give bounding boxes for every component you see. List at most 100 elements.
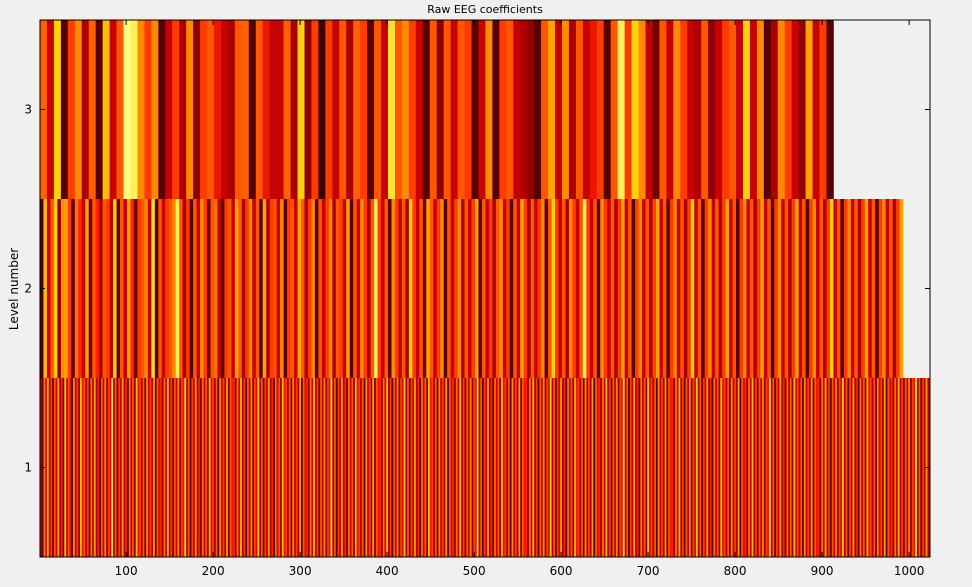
heatmap-cell — [194, 378, 197, 557]
heatmap-cell — [269, 378, 272, 557]
heatmap-cell — [278, 378, 281, 557]
heatmap-cell — [565, 378, 568, 557]
heatmap-cell — [247, 378, 250, 557]
heatmap-cell — [201, 378, 204, 557]
heatmap-cell — [492, 199, 497, 378]
heatmap-cell — [88, 20, 97, 199]
heatmap-cell — [287, 199, 291, 378]
heatmap-cell — [735, 199, 740, 378]
heatmap-cell — [149, 378, 152, 557]
heatmap-cell — [165, 20, 173, 199]
heatmap-cell — [389, 378, 392, 557]
heatmap-cell — [673, 378, 676, 557]
heatmap-cell — [678, 378, 681, 557]
heatmap-cell — [495, 199, 500, 378]
heatmap-cell — [123, 378, 126, 557]
heatmap-cell — [836, 378, 839, 557]
heatmap-cell — [262, 378, 265, 557]
heatmap-cell — [114, 378, 117, 557]
heatmap-cell — [723, 378, 726, 557]
heatmap-cell — [643, 378, 646, 557]
heatmap-cell — [878, 378, 881, 557]
heatmap-cell — [245, 199, 250, 378]
heatmap-cell — [899, 378, 902, 557]
heatmap-cell — [220, 20, 229, 199]
heatmap-cell — [758, 378, 761, 557]
heatmap-cell — [774, 378, 777, 557]
heatmap-cell — [812, 199, 817, 378]
heatmap-cell — [788, 378, 791, 557]
heatmap-cell — [433, 378, 436, 557]
heatmap-cell — [520, 20, 528, 199]
heatmap-cell — [133, 199, 138, 378]
heatmap-cell — [741, 378, 744, 557]
heatmap-cell — [610, 20, 619, 199]
heatmap-cell — [187, 378, 190, 557]
heatmap-cell — [885, 199, 890, 378]
heatmap-cell — [776, 378, 779, 557]
heatmap-cell — [104, 378, 107, 557]
heatmap-cell — [450, 20, 458, 199]
heatmap-cell — [252, 199, 257, 378]
heatmap-cell — [461, 199, 465, 378]
heatmap-cell — [215, 378, 218, 557]
heatmap-cell — [388, 20, 396, 199]
heatmap-cell — [556, 378, 559, 557]
heatmap-cell — [374, 20, 382, 199]
heatmap-cell — [294, 378, 297, 557]
heatmap-cell — [662, 378, 665, 557]
heatmap-cell — [676, 378, 679, 557]
heatmap-cell — [586, 378, 589, 557]
heatmap-cell — [276, 199, 281, 378]
heatmap-cell — [398, 378, 401, 557]
heatmap-cell — [734, 378, 737, 557]
heatmap-cell — [53, 199, 58, 378]
heatmap-cell — [541, 378, 544, 557]
heatmap-cell — [909, 378, 913, 557]
heatmap-cell — [551, 199, 556, 378]
heatmap-cell — [791, 199, 796, 378]
heatmap-cell — [381, 20, 389, 199]
heatmap-cell — [388, 378, 391, 557]
heatmap-cell — [372, 378, 375, 557]
heatmap-cell — [749, 20, 758, 199]
heatmap-cell — [196, 378, 199, 557]
heatmap-cell — [438, 378, 441, 557]
heatmap-cell — [210, 378, 213, 557]
heatmap-cell — [332, 199, 337, 378]
heatmap-cell — [852, 378, 855, 557]
heatmap-cell — [297, 378, 300, 557]
heatmap-cell — [123, 20, 131, 199]
heatmap-cell — [363, 378, 366, 557]
heatmap-cell — [565, 199, 570, 378]
heatmap-cell — [311, 199, 316, 378]
heatmap-cell — [457, 199, 462, 378]
heatmap-cell — [133, 378, 137, 557]
heatmap-cell — [257, 378, 260, 557]
heatmap-cell — [642, 378, 645, 557]
heatmap-cell — [518, 378, 521, 557]
heatmap-cell — [642, 199, 646, 378]
heatmap-cell — [455, 378, 458, 557]
heatmap-cell — [548, 378, 551, 557]
heatmap-cell — [850, 378, 853, 557]
heatmap-cell — [523, 378, 526, 557]
heatmap-cell — [401, 199, 406, 378]
heatmap-cell — [878, 199, 883, 378]
heatmap-cell — [897, 378, 900, 557]
heatmap-cell — [323, 378, 326, 557]
heatmap-cell — [676, 199, 681, 378]
heatmap-cell — [454, 378, 457, 557]
heatmap-cell — [471, 20, 479, 199]
heatmap-cell — [123, 199, 128, 378]
heatmap-cell — [207, 378, 210, 557]
heatmap-cell — [555, 20, 563, 199]
heatmap-cell — [428, 378, 431, 557]
heatmap-cell — [342, 199, 347, 378]
heatmap-cell — [481, 199, 486, 378]
heatmap-cell — [756, 199, 761, 378]
heatmap-cell — [541, 199, 545, 378]
heatmap-cell — [635, 378, 638, 557]
heatmap-cell — [697, 199, 702, 378]
heatmap-cell — [325, 199, 330, 378]
